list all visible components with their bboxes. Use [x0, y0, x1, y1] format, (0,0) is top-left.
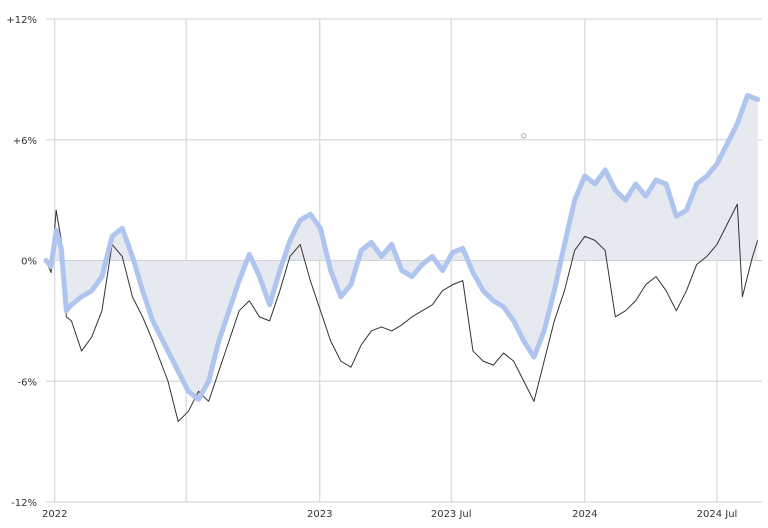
x-tick-label: 2023 Jul	[431, 509, 472, 520]
axis-layer: +12% +6% 0% -6% -12% 2022 2023 2023 Jul 2024 2024…	[6, 15, 737, 520]
series-layer	[43, 92, 761, 422]
x-tick-label: 2024 Jul	[697, 509, 738, 520]
annotation-layer	[521, 133, 527, 139]
annotation-marker	[521, 133, 527, 139]
y-tick-label: +6%	[13, 136, 37, 147]
area-layer	[46, 95, 758, 400]
secondary-series-line	[45, 203, 759, 422]
y-tick-label: +12%	[6, 15, 37, 26]
y-tick-label: 0%	[21, 257, 37, 268]
y-tick-label: -12%	[11, 498, 37, 509]
x-tick-label: 2022	[42, 509, 67, 520]
primary-area-fill	[46, 95, 758, 400]
x-tick-label: 2023	[307, 509, 332, 520]
primary-series-line	[43, 92, 761, 402]
y-tick-label: -6%	[18, 377, 37, 388]
x-tick-label: 2024	[572, 509, 597, 520]
